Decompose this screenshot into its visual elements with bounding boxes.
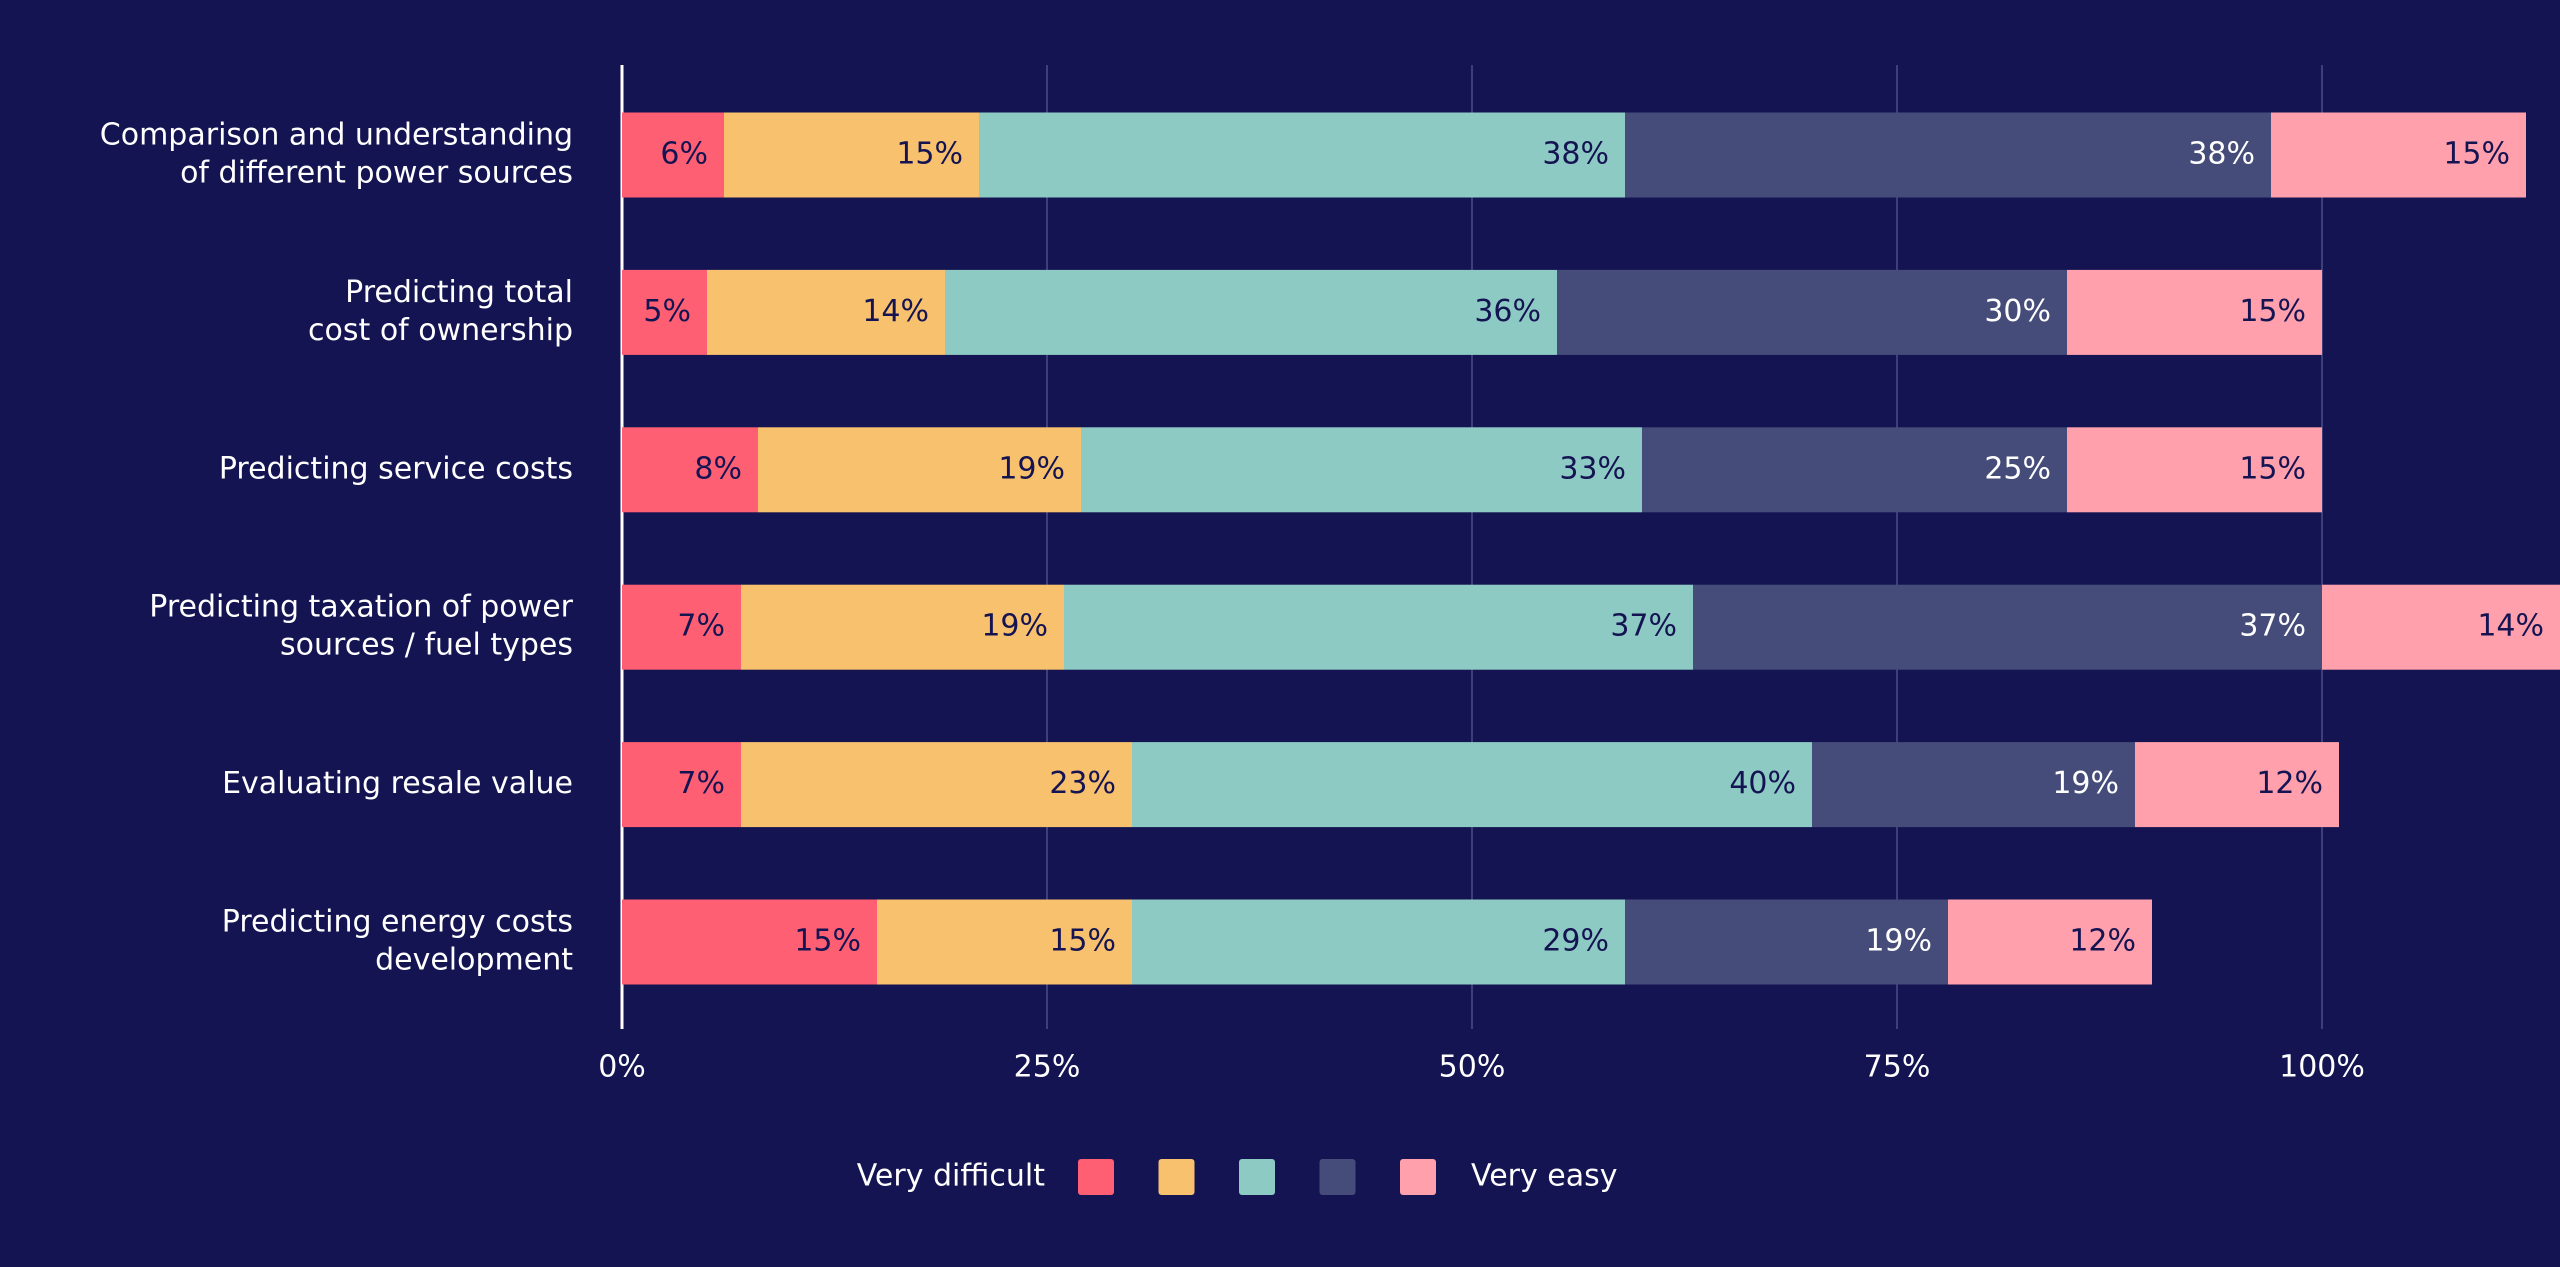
data-label: 5% [643, 294, 691, 329]
category-label: cost of ownership [308, 313, 573, 348]
bar-segment [724, 112, 979, 198]
bar-segment [1642, 427, 2067, 513]
data-label: 19% [981, 609, 1048, 644]
bar-segment [877, 899, 1132, 985]
bar-segment [758, 427, 1081, 513]
bar-segment [2067, 269, 2322, 355]
legend-label: Very easy [1471, 1159, 1618, 1194]
labels: 0% 25% 50% 75% 100% Comparison and understand… [100, 118, 2544, 1085]
data-label: 19% [998, 451, 1065, 486]
bar-segment [1812, 742, 2135, 828]
data-label: 14% [862, 294, 929, 329]
x-tick-label: 100% [2279, 1050, 2365, 1085]
legend-swatch [1319, 1159, 1356, 1195]
bar-segment [979, 112, 1625, 198]
data-label: 25% [1984, 451, 2051, 486]
bar-segment [2271, 112, 2526, 198]
bar-segment [2322, 584, 2560, 670]
category-label: development [375, 943, 573, 978]
bar-segment [1557, 269, 2067, 355]
bar-segment [622, 742, 741, 828]
bar-segment [1693, 584, 2322, 670]
category-label: of different power sources [180, 156, 573, 191]
data-label: 37% [2239, 609, 2306, 644]
x-tick-label: 25% [1014, 1050, 1081, 1085]
data-label: 14% [2477, 609, 2544, 644]
data-label: 15% [794, 924, 861, 959]
category-label: sources / fuel types [280, 628, 573, 663]
bar-segment [1948, 899, 2152, 985]
bar-segment [622, 269, 707, 355]
bar-segment [1081, 427, 1642, 513]
data-label: 7% [677, 766, 725, 801]
legend-label: Very difficult [857, 1159, 1045, 1194]
bar-segment [2135, 742, 2339, 828]
category-label: Predicting total [345, 275, 573, 310]
bar-segment [622, 112, 724, 198]
data-label: 15% [2239, 451, 2306, 486]
data-label: 12% [2069, 924, 2136, 959]
bar-segment [1132, 899, 1625, 985]
bar-segment [1625, 112, 2271, 198]
bar-segment [622, 427, 758, 513]
data-label: 38% [1542, 137, 1609, 172]
data-label: 23% [1049, 766, 1116, 801]
bar-segment [741, 584, 1064, 670]
grid [620, 65, 2323, 1029]
data-label: 6% [660, 137, 708, 172]
bar-segment [1132, 742, 1812, 828]
data-label: 7% [677, 609, 725, 644]
legend-swatch [1239, 1159, 1275, 1195]
data-label: 12% [2256, 766, 2323, 801]
x-tick-label: 75% [1864, 1050, 1931, 1085]
category-label: Predicting service costs [219, 451, 573, 486]
data-label: 30% [1984, 294, 2051, 329]
legend-swatch [1158, 1159, 1195, 1195]
category-label: Evaluating resale value [222, 766, 573, 801]
data-label: 15% [2443, 137, 2510, 172]
legend: Very difficult Very easy [857, 1159, 1618, 1195]
category-label: Comparison and understanding [100, 118, 573, 153]
bar-segment [707, 269, 945, 355]
data-label: 15% [896, 137, 963, 172]
data-label: 29% [1542, 924, 1609, 959]
bar-segment [622, 899, 877, 985]
data-label: 8% [694, 451, 742, 486]
category-label: Predicting taxation of power [149, 590, 573, 625]
bars [622, 112, 2560, 985]
bar-segment [741, 742, 1132, 828]
data-label: 19% [2052, 766, 2119, 801]
bar-segment [622, 584, 741, 670]
data-label: 38% [2188, 137, 2255, 172]
data-label: 19% [1865, 924, 1932, 959]
bar-segment [1625, 899, 1948, 985]
category-label: Predicting energy costs [222, 905, 573, 940]
x-tick-label: 50% [1439, 1050, 1506, 1085]
bar-segment [2067, 427, 2322, 513]
data-label: 15% [1049, 924, 1116, 959]
bar-segment [945, 269, 1557, 355]
legend-swatch [1400, 1159, 1436, 1195]
data-label: 33% [1559, 451, 1626, 486]
legend-swatch [1078, 1159, 1114, 1195]
data-label: 40% [1729, 766, 1796, 801]
data-label: 36% [1474, 294, 1541, 329]
x-tick-label: 0% [598, 1050, 646, 1085]
data-label: 15% [2239, 294, 2306, 329]
data-label: 37% [1610, 609, 1677, 644]
bar-segment [1064, 584, 1693, 670]
